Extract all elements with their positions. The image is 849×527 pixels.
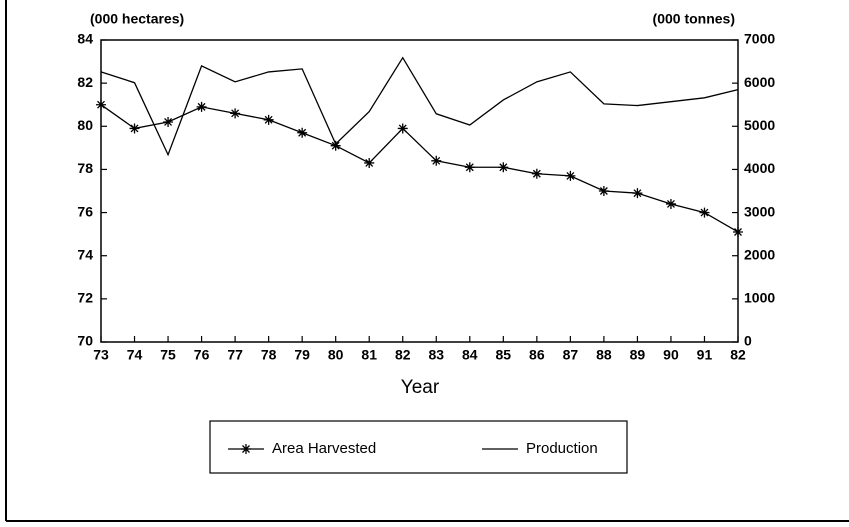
y-tick-label: 74 [77,246,93,262]
point-marker [263,114,274,125]
x-tick-label: 73 [93,347,109,363]
y-axis-label: (000 hectares) [90,11,184,27]
x-tick-label: 82 [395,347,411,363]
x-tick-label: 85 [496,347,512,363]
series-line [100,104,739,233]
x-tick-label: 82 [730,347,746,363]
x-tick-label: 81 [361,347,377,363]
y-tick-label: 72 [77,290,93,306]
point-marker [230,108,241,119]
point-marker [163,116,174,127]
y-tick-label: 84 [77,31,93,47]
point-marker [330,140,341,151]
point-marker [397,123,408,134]
y2-axis-label: (000 tonnes) [653,11,735,27]
x-tick-label: 75 [160,347,176,363]
y2-tick-label: 1000 [744,290,775,306]
y-tick-label: 76 [77,203,93,219]
x-tick-label: 87 [563,347,579,363]
x-tick-label: 78 [261,347,277,363]
x-tick-label: 76 [194,347,210,363]
point-marker [129,123,140,134]
point-marker [297,127,308,138]
x-tick-label: 91 [697,347,713,363]
point-marker [699,207,710,218]
y2-tick-label: 3000 [744,203,775,219]
x-tick-label: 88 [596,347,612,363]
y2-tick-label: 0 [744,333,752,349]
y2-tick-label: 7000 [744,31,775,47]
point-marker [531,168,542,179]
point-marker [196,101,207,112]
point-marker [498,162,509,173]
legend [209,420,628,474]
point-marker [364,157,375,168]
x-tick-label: 84 [462,347,478,363]
point-marker [632,188,643,199]
x-tick-label: 77 [227,347,243,363]
point-marker [665,198,676,209]
point-marker [733,226,743,237]
point-marker [565,170,576,181]
x-tick-label: 83 [428,347,444,363]
legend-label: Area Harvested [272,440,376,457]
y2-tick-label: 5000 [744,117,775,133]
x-tick-label: 90 [663,347,679,363]
x-tick-label: 86 [529,347,545,363]
legend-marker [241,444,251,454]
x-tick-label: 79 [294,347,310,363]
y-tick-label: 70 [77,333,93,349]
y-tick-label: 82 [77,74,93,90]
series-line [100,56,739,157]
y-tick-label: 78 [77,160,93,176]
point-marker [96,99,106,110]
point-marker [464,162,475,173]
legend-label: Production [526,440,598,457]
y2-tick-label: 2000 [744,246,775,262]
y2-tick-label: 4000 [744,160,775,176]
x-tick-label: 80 [328,347,344,363]
x-axis-label: Year [401,377,440,398]
point-marker [598,186,609,196]
plot-area [100,39,739,343]
y2-tick-label: 6000 [744,74,775,90]
x-tick-label: 89 [630,347,646,363]
y-tick-label: 80 [77,117,93,133]
point-marker [431,155,442,166]
x-tick-label: 74 [127,347,143,363]
